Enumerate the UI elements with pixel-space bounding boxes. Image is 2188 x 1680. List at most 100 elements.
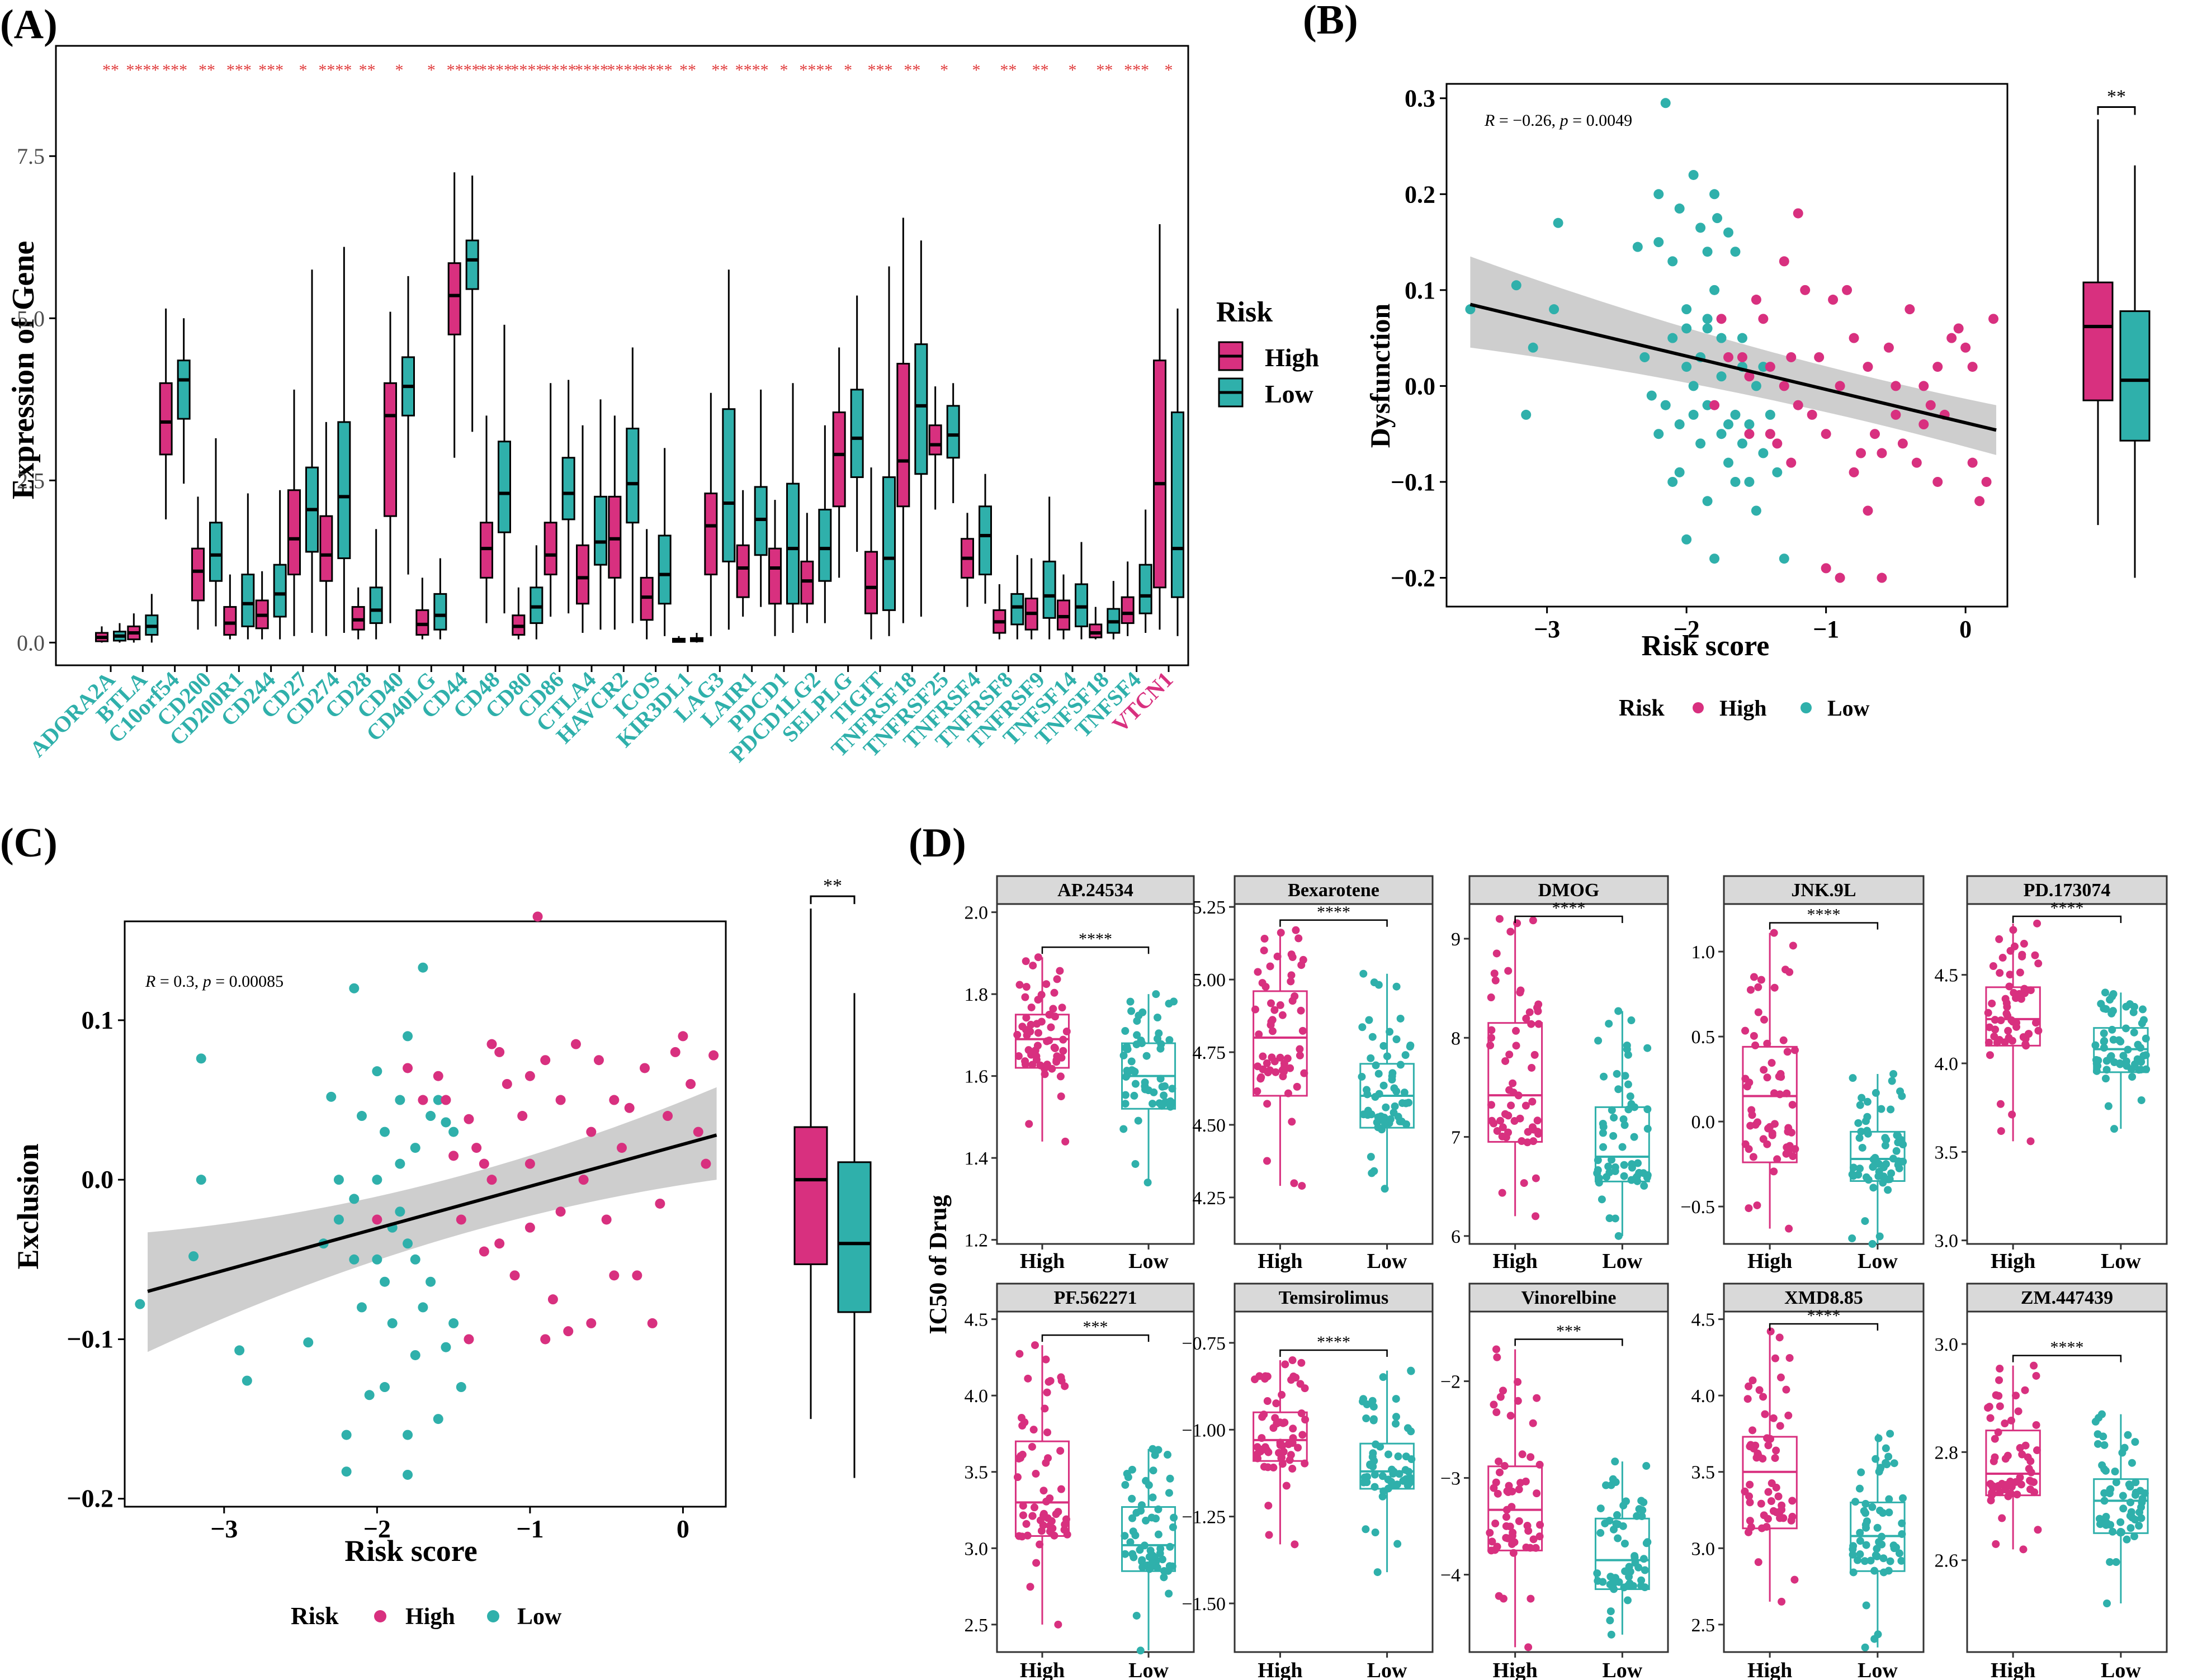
point-high xyxy=(1953,323,1964,334)
facet-xmd8-85: XMD8.85 2.5 3.0 3.5 4.0 4.5 High Low **** xyxy=(1691,1283,1925,1680)
point-high xyxy=(494,1238,505,1249)
point-low xyxy=(1553,217,1563,228)
point-low xyxy=(196,1175,206,1185)
facet-high-point xyxy=(1509,1549,1518,1557)
point-high xyxy=(1835,381,1845,391)
facet-high-point xyxy=(1284,1089,1292,1097)
point-high xyxy=(540,1055,551,1066)
facet-low-point xyxy=(1623,1596,1632,1605)
facet-low-point xyxy=(1884,1452,1893,1461)
facet-title: ZM.447439 xyxy=(2021,1288,2113,1308)
facet-high-point xyxy=(2009,926,2017,934)
gene-low-box xyxy=(1138,564,1152,614)
facet-low-point xyxy=(1379,1373,1387,1381)
facet-low-point xyxy=(1373,1568,1382,1577)
facet-low-point xyxy=(1619,1115,1628,1123)
panel-c-xlabel: Risk score xyxy=(344,1534,478,1568)
facet-high-point xyxy=(1534,1020,1543,1028)
facet-ytick-label: 7 xyxy=(1451,1128,1461,1148)
point-high xyxy=(1877,572,1887,583)
facet-low-point xyxy=(1599,1123,1608,1131)
facet-low-point xyxy=(2101,1075,2110,1083)
facet-low-point xyxy=(2135,1066,2143,1074)
facet-high-point xyxy=(1047,1023,1055,1031)
facet-high-point xyxy=(1998,1514,2006,1522)
facet-low-point xyxy=(2119,1504,2128,1513)
facet-low-point xyxy=(1384,1450,1392,1459)
point-high xyxy=(433,1071,443,1081)
facet-high-point xyxy=(1028,1442,1036,1451)
point-high xyxy=(1932,476,1943,487)
point-high xyxy=(1751,295,1761,305)
point-low xyxy=(1744,419,1755,430)
point-low xyxy=(1744,476,1755,487)
facet-high-point xyxy=(1268,1053,1276,1062)
facet-high-point xyxy=(2021,1386,2029,1394)
point-low xyxy=(333,1214,344,1225)
facet-frame xyxy=(1468,903,1669,1245)
gene-high-box xyxy=(447,262,461,335)
point-high xyxy=(708,1050,719,1061)
facet-high-point xyxy=(1276,1441,1284,1449)
gene-sig-label: * xyxy=(1069,61,1077,79)
facet-sig-bracket xyxy=(1769,922,1879,930)
facet-low-point xyxy=(1872,1551,1880,1559)
gene-low-box xyxy=(946,405,960,459)
point-low xyxy=(349,1254,360,1265)
facet-title: AP.24534 xyxy=(1057,880,1133,901)
facet-high-point xyxy=(1298,1182,1306,1190)
facet-xtick-label: Low xyxy=(2101,1250,2141,1273)
gene-high-box xyxy=(928,424,942,456)
facet-low-point xyxy=(1858,1094,1866,1102)
facet-high-point xyxy=(1291,992,1299,1000)
facet-high-point xyxy=(1760,1066,1768,1074)
facet-low-point xyxy=(2100,1037,2109,1045)
facet-high-point xyxy=(1993,1039,2001,1047)
facet-high-point xyxy=(1297,1409,1306,1418)
gene-low-box xyxy=(979,505,992,576)
facet-low-point xyxy=(1401,1051,1410,1059)
facet-high-point xyxy=(1257,1073,1265,1081)
gene-group-cd28: **CD28 xyxy=(320,61,383,723)
point-high xyxy=(609,1095,620,1105)
facet-high-point xyxy=(1743,1395,1752,1403)
facet-high-point xyxy=(1039,1521,1047,1530)
facet-high-point xyxy=(1278,1390,1286,1399)
facet-high-point xyxy=(1500,1462,1509,1470)
point-high xyxy=(1744,429,1755,439)
facet-high-point xyxy=(1253,1450,1261,1458)
facet-low-point xyxy=(1375,1090,1383,1098)
facet-low-point xyxy=(1169,1523,1177,1531)
legend-a-low-label: Low xyxy=(1265,380,1313,408)
facet-low-point xyxy=(1154,1530,1162,1539)
facet-low-point xyxy=(2122,1002,2130,1011)
facet-high-point xyxy=(1487,993,1495,1002)
facet-high-point xyxy=(1491,976,1500,985)
gene-sig-label: *** xyxy=(1124,61,1149,79)
facet-high-point xyxy=(1763,1039,1771,1048)
facet-low-point xyxy=(1886,1557,1894,1565)
facet-low-point xyxy=(1874,1172,1883,1180)
point-low xyxy=(1674,419,1685,430)
facet-low-point xyxy=(1121,1550,1130,1558)
point-low xyxy=(188,1251,199,1262)
facet-low-point xyxy=(1161,1082,1169,1090)
facet-high-point xyxy=(1522,1014,1530,1023)
facet-high-point xyxy=(2020,940,2028,948)
facet-high-point xyxy=(1032,1559,1041,1567)
panel-d-ylabel: IC50 of Drug xyxy=(924,1195,952,1334)
point-low xyxy=(448,1318,459,1328)
panel-c-ylabel: Exclusion xyxy=(11,1143,45,1269)
point-high xyxy=(524,1222,535,1233)
facet-low-point xyxy=(1145,1481,1153,1489)
facet-high-point xyxy=(1059,1035,1067,1044)
facet-bexarotene: Bexarotene 4.25 4.50 4.75 5.00 5.25 High Low ***… xyxy=(1193,875,1434,1273)
facet-high-point xyxy=(1496,1116,1505,1125)
facet-low-point xyxy=(2142,1065,2151,1073)
side-sig-bracket xyxy=(2097,106,2136,115)
facet-high-point xyxy=(1745,1382,1753,1390)
facet-high-point xyxy=(1022,1520,1031,1528)
facet-high-point xyxy=(2007,1489,2015,1498)
facet-low-point xyxy=(1363,1478,1371,1487)
gene-sig-label: *** xyxy=(226,61,252,79)
